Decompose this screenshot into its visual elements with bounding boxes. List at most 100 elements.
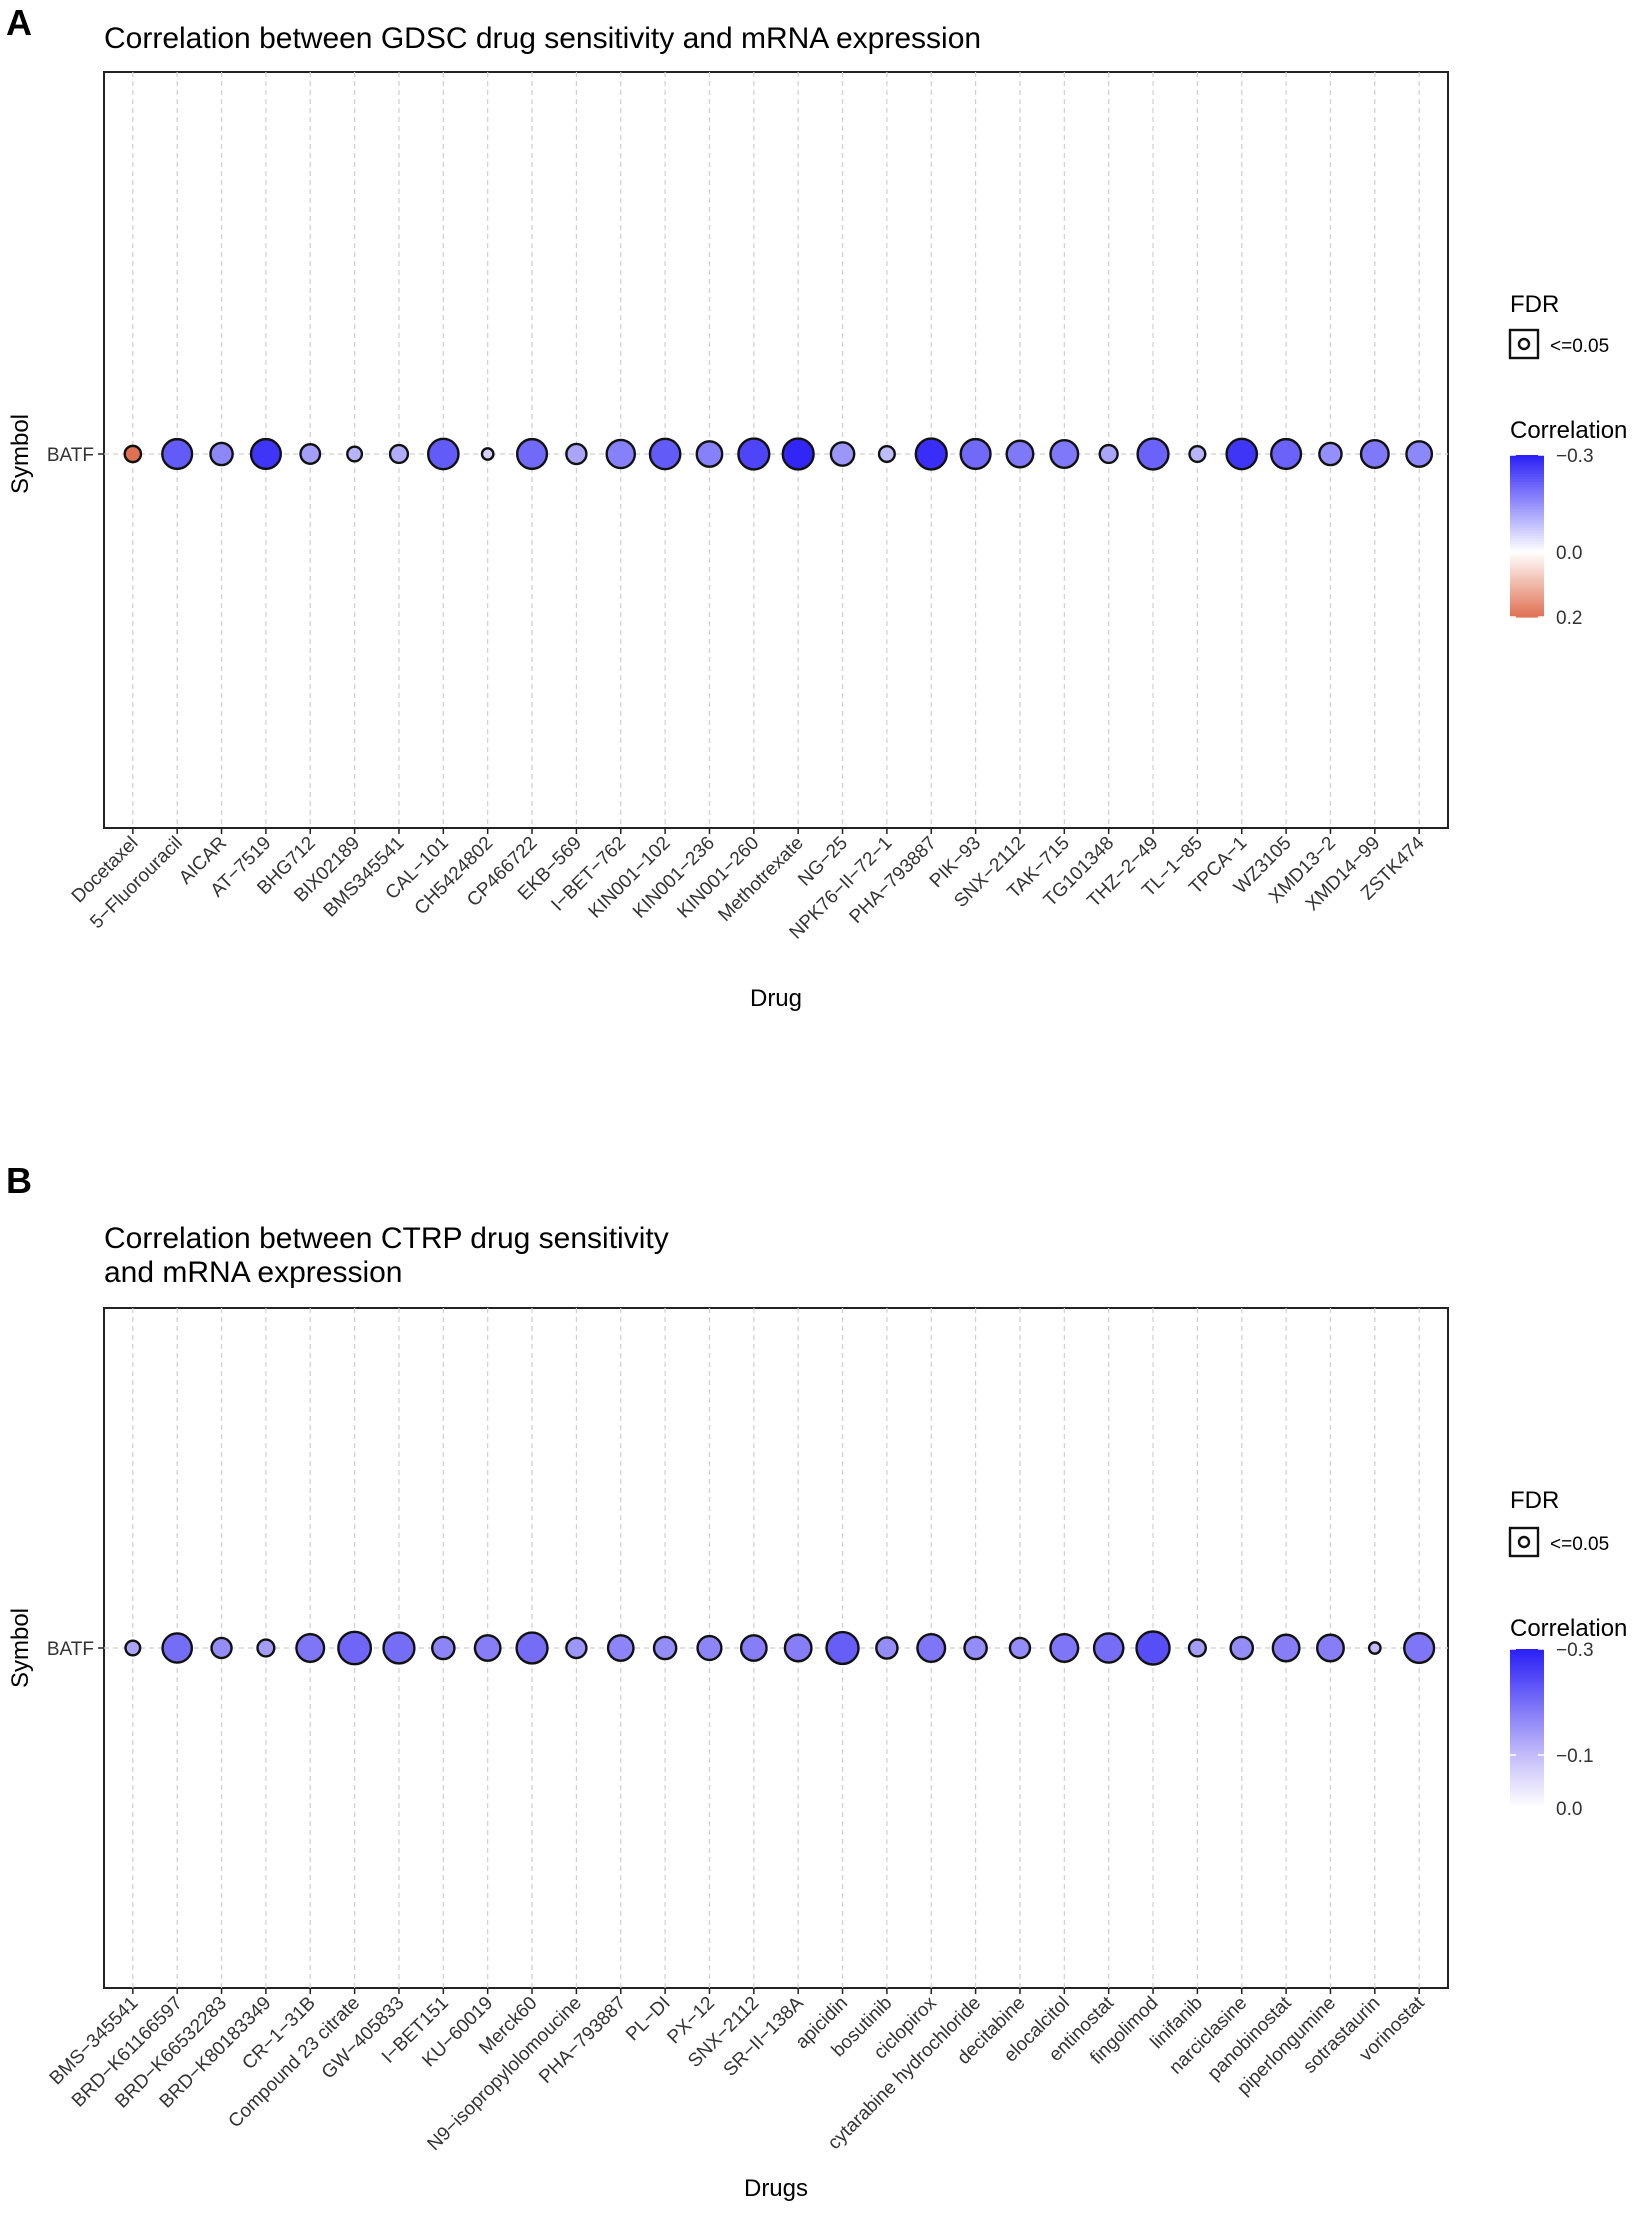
- colorbar-slice: [1510, 1715, 1544, 1719]
- data-point: [1315, 1633, 1345, 1663]
- colorbar-slice: [1510, 1723, 1544, 1727]
- colorbar-slice: [1510, 1768, 1544, 1772]
- data-point: [161, 437, 194, 471]
- data-point: [1136, 437, 1170, 471]
- colorbar-slice: [1510, 552, 1544, 556]
- colorbar-slice: [1510, 1773, 1544, 1777]
- colorbar-slice: [1510, 1739, 1544, 1743]
- colorbar-slice: [1510, 1752, 1544, 1756]
- data-point: [337, 1630, 373, 1666]
- colorbar-slice: [1510, 476, 1544, 480]
- colorbar-slice: [1510, 565, 1544, 569]
- colorbar-slice: [1510, 1707, 1544, 1711]
- data-point: [382, 1631, 416, 1665]
- chart-title-line: Correlation between GDSC drug sensitivit…: [104, 22, 982, 55]
- colorbar-slice: [1510, 500, 1544, 505]
- colorbar-slice: [1510, 1770, 1544, 1775]
- data-point: [161, 1632, 193, 1664]
- colorbar-slice: [1510, 611, 1544, 615]
- colorbar-slice: [1510, 595, 1544, 599]
- colorbar-slice: [1510, 1778, 1544, 1783]
- bubble-chart-gdsc: BATFSymbolDocetaxel5−FluorouracilAICARAT…: [7, 71, 1627, 1012]
- data-point: [652, 1635, 678, 1661]
- data-point: [696, 1634, 723, 1662]
- colorbar-slice: [1510, 538, 1544, 542]
- colorbar-slice: [1510, 1744, 1544, 1748]
- data-point: [426, 437, 460, 471]
- data-point: [1092, 1632, 1125, 1664]
- panel-b: B Correlation between CTRP drug sensitiv…: [0, 1160, 1649, 2214]
- correlation-legend-title: Correlation: [1510, 417, 1627, 444]
- data-point: [1049, 1633, 1080, 1664]
- colorbar-slice: [1510, 1789, 1544, 1793]
- colorbar-slice: [1510, 1651, 1544, 1655]
- colorbar-slice: [1510, 460, 1544, 464]
- colorbar-slice: [1510, 1702, 1544, 1706]
- colorbar-slice: [1510, 1696, 1544, 1700]
- colorbar-slice: [1510, 1749, 1544, 1753]
- colorbar-slice: [1510, 549, 1544, 553]
- colorbar-slice: [1510, 503, 1544, 507]
- data-point: [963, 1635, 988, 1661]
- colorbar-slice: [1510, 1755, 1544, 1759]
- colorbar-slice: [1510, 1794, 1544, 1798]
- data-point: [123, 444, 143, 464]
- colorbar-slice: [1510, 1675, 1544, 1679]
- colorbar-slice: [1510, 560, 1544, 564]
- data-point: [781, 437, 815, 471]
- colorbar-slice: [1510, 1704, 1544, 1708]
- colorbar-slice: [1510, 1712, 1544, 1716]
- colorbar-slice: [1510, 1720, 1544, 1724]
- data-point: [565, 1636, 588, 1660]
- y-tick-label: BATF: [47, 1639, 94, 1660]
- colorbar-slice: [1510, 1792, 1544, 1796]
- colorbar-slice: [1510, 1733, 1544, 1738]
- colorbar-slice: [1510, 514, 1544, 518]
- colorbar-slice: [1510, 517, 1544, 521]
- colorbar-slice: [1510, 468, 1544, 472]
- colorbar-slice: [1510, 1656, 1544, 1661]
- data-point: [209, 441, 234, 467]
- colorbar-slice: [1510, 544, 1544, 548]
- fdr-legend-label: <=0.05: [1550, 1534, 1609, 1555]
- chart-title: Correlation between GDSC drug sensitivit…: [104, 22, 981, 56]
- colorbar-slice: [1510, 1784, 1544, 1788]
- data-point: [249, 437, 282, 471]
- panel-a: A Correlation between GDSC drug sensitiv…: [0, 0, 1649, 1030]
- colorbar-slice: [1510, 573, 1544, 578]
- colorbar-slice: [1510, 608, 1544, 613]
- colorbar-slice: [1510, 1747, 1544, 1751]
- colorbar-slice: [1510, 1762, 1544, 1767]
- colorbar-tick-label: −0.3: [1556, 1640, 1594, 1661]
- colorbar-tick-label: 0.2: [1556, 608, 1582, 629]
- colorbar-slice: [1510, 1725, 1544, 1730]
- colorbar-slice: [1510, 571, 1544, 575]
- colorbar-slice: [1510, 1686, 1544, 1690]
- chart-title: Correlation between CTRP drug sensitivit…: [104, 1222, 669, 1290]
- panel-letter: A: [6, 2, 32, 43]
- fdr-legend-label: <=0.05: [1550, 336, 1609, 357]
- data-point: [515, 1631, 549, 1665]
- data-point: [210, 1636, 233, 1660]
- colorbar-slice: [1510, 511, 1544, 515]
- data-point: [299, 443, 322, 465]
- colorbar-slice: [1510, 465, 1544, 470]
- data-point: [565, 442, 588, 466]
- colorbar-slice: [1510, 1731, 1544, 1735]
- data-point: [877, 444, 896, 464]
- colorbar-slice: [1510, 522, 1544, 526]
- data-point: [1270, 437, 1303, 471]
- colorbar-slice: [1510, 498, 1544, 502]
- data-point: [1405, 440, 1434, 468]
- colorbar-tick-label: 0.0: [1556, 543, 1582, 564]
- colorbar-slice: [1510, 457, 1544, 461]
- data-point: [1098, 443, 1119, 465]
- bubble-chart-ctrp: BATFSymbolBMS−345541BRD−K61166597BRD−K66…: [7, 1307, 1627, 2202]
- colorbar-slice: [1510, 525, 1544, 529]
- colorbar-slice: [1510, 471, 1544, 475]
- colorbar-slice: [1510, 506, 1544, 510]
- x-axis-title: Drugs: [744, 2175, 808, 2202]
- colorbar-slice: [1510, 1659, 1544, 1663]
- colorbar-slice: [1510, 1757, 1544, 1761]
- panel-letter: B: [6, 1160, 32, 1201]
